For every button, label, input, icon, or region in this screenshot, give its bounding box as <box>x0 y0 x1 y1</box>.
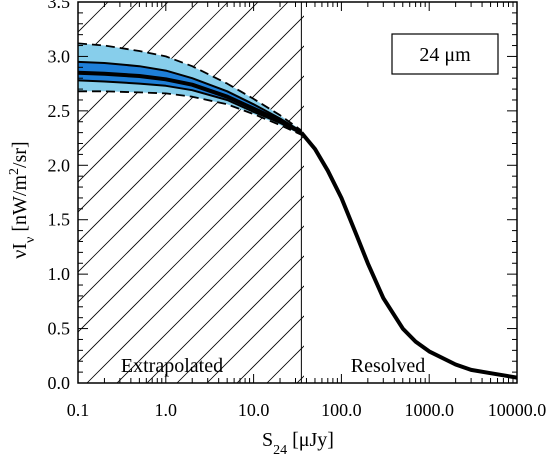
inner-uncertainty-band <box>78 61 302 134</box>
hatch-line <box>78 75 304 303</box>
hatch-line <box>86 165 304 383</box>
y-tick-label: 2.5 <box>48 101 71 121</box>
x-tick-label: 100.0 <box>321 400 362 420</box>
hatch-line <box>78 135 304 363</box>
extrapolated-label: Extrapolated <box>121 355 223 377</box>
x-axis-ticks: 0.1 1.0 10.0 100.0 1000.0 10000.0 <box>67 2 547 420</box>
hatch-line <box>78 2 289 213</box>
legend-box <box>391 33 499 75</box>
resolved-label: Resolved <box>351 355 425 377</box>
y-axis-title: νIν [nW/m2/sr] <box>7 141 38 258</box>
legend-label: 24 μm <box>419 44 471 66</box>
hatch-line <box>116 195 304 383</box>
y-axis-ticks: 0.0 0.5 1.0 1.5 2.0 2.5 3.0 3.5 <box>48 0 517 393</box>
x-axis-title-sub: 24 <box>273 443 287 458</box>
plot-frame <box>77 1 518 384</box>
hatch-line <box>78 2 259 183</box>
x-axis-title: S24 [μJy] <box>262 429 334 458</box>
outer-lower-dashed-line <box>78 90 302 136</box>
x-axis-title-main: S <box>262 429 273 451</box>
hatch-line <box>146 225 304 383</box>
hatch-line <box>236 315 304 383</box>
y-tick-label: 0.0 <box>48 373 71 393</box>
x-tick-label: 1000.0 <box>404 400 454 420</box>
y-axis-title-main: νI <box>9 243 31 259</box>
y-tick-label: 3.5 <box>48 0 71 12</box>
y-axis-title-unit-post: /sr] <box>9 141 31 168</box>
outer-upper-dashed-line <box>78 42 302 132</box>
hatch-line <box>176 255 304 383</box>
central-line <box>78 70 303 135</box>
x-tick-label: 10.0 <box>238 400 270 420</box>
x-axis-title-unit: [μJy] <box>287 429 334 451</box>
curve-lines <box>78 42 517 380</box>
hatch-line <box>206 285 304 383</box>
y-tick-label: 1.5 <box>48 210 71 230</box>
y-axis-title-sup: 2 <box>7 168 22 175</box>
y-tick-label: 1.0 <box>48 264 71 284</box>
hatch-line <box>78 45 304 273</box>
hatch-line <box>78 105 304 333</box>
inner-upper-line <box>78 60 302 133</box>
x-tick-label: 10000.0 <box>488 400 547 420</box>
y-axis-title-unit-pre: [nW/m <box>9 175 31 237</box>
resolved-curve <box>299 131 517 380</box>
y-tick-label: 3.0 <box>48 46 71 66</box>
hatch-line <box>78 15 304 243</box>
x-tick-label: 1.0 <box>155 400 178 420</box>
y-tick-label: 0.5 <box>48 319 71 339</box>
inner-lower-line <box>78 79 302 135</box>
y-tick-label: 2.0 <box>48 155 71 175</box>
y-axis-title-sub: ν <box>23 237 38 243</box>
x-tick-label: 0.1 <box>67 400 90 420</box>
